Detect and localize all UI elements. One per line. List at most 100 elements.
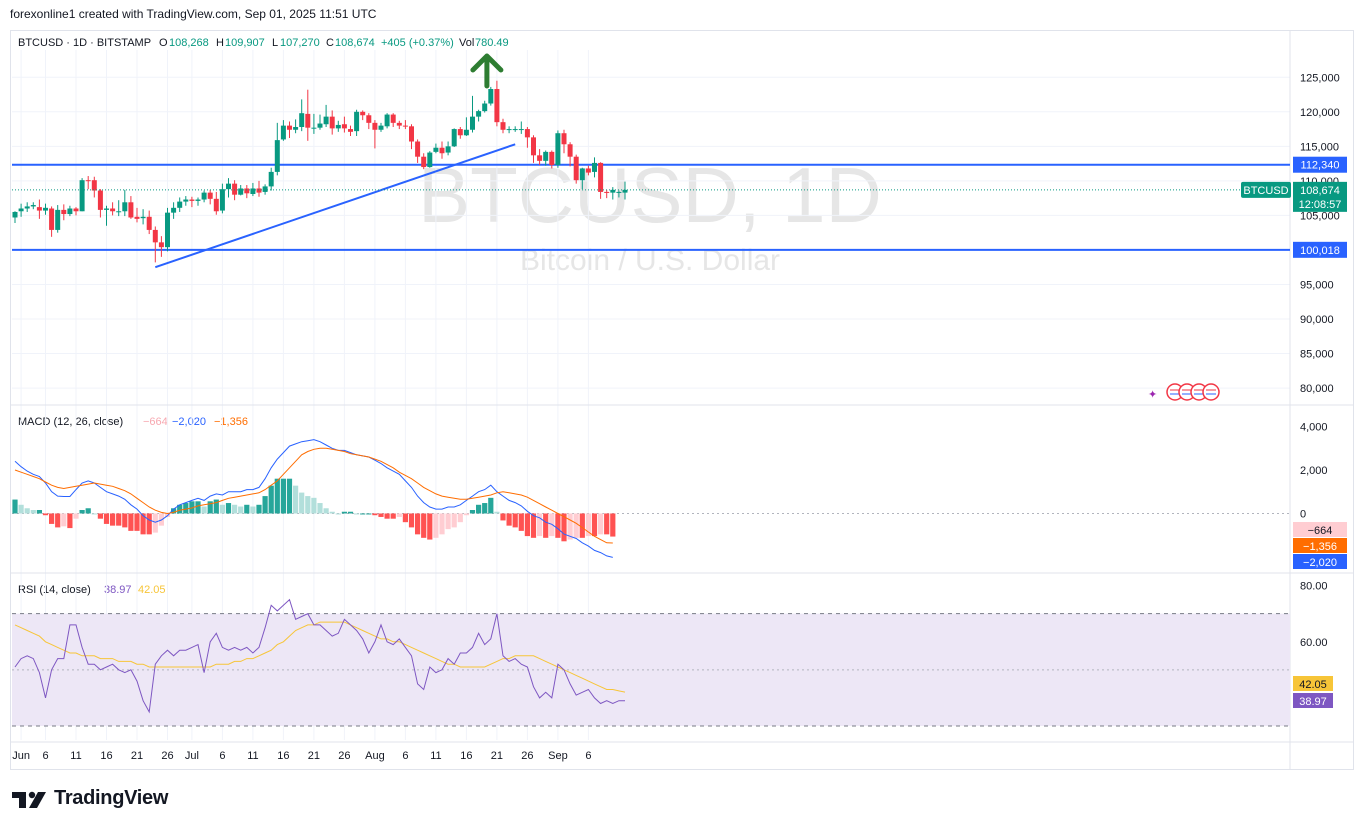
candle-body — [305, 113, 311, 128]
macd-histogram-bar — [30, 510, 36, 514]
time-axis-tick-label: 26 — [338, 750, 350, 762]
macd-histogram-bar — [177, 504, 183, 514]
macd-value-tag-label: −2,020 — [1303, 557, 1337, 569]
time-axis-tick-label: 6 — [219, 750, 225, 762]
time-axis-tick-label: Jun — [12, 750, 30, 762]
legend-open-label: O — [159, 37, 168, 49]
macd-histogram-bar — [110, 513, 116, 526]
candle-body — [616, 191, 622, 193]
level-price-label: 100,018 — [1300, 245, 1340, 257]
macd-histogram-bar — [354, 513, 360, 515]
up-arrow-annotation — [470, 53, 504, 89]
candle-body — [323, 116, 329, 125]
candle-body — [549, 151, 555, 165]
candle-body — [524, 129, 530, 138]
candle-body — [250, 188, 256, 194]
candle-body — [421, 156, 427, 168]
price-axis-tick-label: 90,000 — [1300, 314, 1334, 326]
macd-histogram-bar — [201, 506, 207, 514]
candle-body — [299, 113, 305, 127]
time-axis-tick-label: 6 — [585, 750, 591, 762]
macd-axis-tick-label: 2,000 — [1300, 465, 1328, 477]
macd-histogram-bar — [171, 508, 177, 514]
macd-legend-name: MACD (12, 26, close) — [18, 416, 123, 428]
macd-signal-value-tag — [1293, 538, 1347, 553]
time-axis-tick-label: 26 — [161, 750, 173, 762]
candle-body — [512, 129, 518, 131]
macd-signal-value-tag-label: −1,356 — [1303, 541, 1337, 553]
time-axis-tick-label: Sep — [548, 750, 568, 762]
candle-body — [262, 186, 268, 192]
macd-histogram-bar — [299, 492, 305, 514]
rsi-value-tag — [1293, 693, 1333, 708]
macd-histogram-bar — [268, 485, 274, 514]
macd-axis-tick-label: 0 — [1300, 508, 1306, 520]
macd-histogram-bar — [561, 513, 567, 542]
macd-line — [14, 439, 613, 558]
candle-body — [360, 111, 366, 116]
candle-body — [384, 114, 390, 127]
candle-body — [488, 89, 494, 104]
macd-histogram-bar — [262, 496, 268, 514]
rsi-line — [14, 598, 626, 714]
macd-histogram-bar — [286, 478, 293, 514]
legend-low-label: L — [272, 37, 278, 49]
macd-histogram-bar — [189, 501, 195, 514]
macd-histogram-bar — [543, 513, 549, 538]
macd-histogram-bar — [518, 513, 524, 531]
chart-container[interactable] — [10, 30, 1354, 770]
macd-histogram-bar — [116, 513, 122, 526]
macd-histogram-bar — [573, 513, 579, 538]
candle-body — [171, 207, 177, 213]
macd-histogram-bar — [463, 513, 469, 516]
candle-body — [610, 189, 616, 193]
time-axis-tick-label: 21 — [491, 750, 503, 762]
macd-histogram-bar — [591, 513, 598, 537]
time-axis-tick-label: 16 — [277, 750, 289, 762]
candle-body — [85, 180, 91, 182]
time-axis-tick-label: 11 — [430, 750, 441, 762]
candle-body — [30, 205, 36, 207]
us-flag-event-icon — [1202, 383, 1220, 401]
time-axis-tick-label: 16 — [460, 750, 472, 762]
candle-body — [402, 125, 408, 127]
time-axis-tick-label: 11 — [70, 750, 81, 762]
candle-body — [49, 208, 55, 230]
candle-body — [543, 151, 549, 161]
candle-body — [500, 122, 506, 130]
macd-histogram-bar — [280, 478, 286, 514]
candle-body — [372, 122, 378, 130]
macd-histogram-bar — [134, 513, 140, 531]
macd-histogram-bar — [421, 513, 427, 538]
candle-body — [390, 114, 396, 123]
candle-body — [335, 124, 341, 129]
macd-legend-macd: −2,020 — [172, 416, 206, 428]
macd-histogram-bar — [97, 513, 103, 519]
time-axis-tick-label: 11 — [247, 750, 258, 762]
macd-histogram-bar — [195, 501, 201, 514]
macd-legend: MACD (12, 26, close) −664 −2,020 −1,356 — [18, 416, 248, 428]
time-axis-tick-label: 6 — [402, 750, 408, 762]
candle-body — [451, 129, 457, 147]
candle-body — [97, 190, 103, 210]
candle-body — [311, 127, 317, 129]
candle-body — [226, 183, 231, 190]
macd-histogram-bar — [73, 513, 79, 519]
candle-body — [91, 180, 97, 191]
candle-body — [293, 127, 299, 130]
macd-histogram-bar — [567, 513, 573, 540]
tradingview-logo[interactable]: TradingView — [12, 787, 168, 810]
candle-body — [463, 129, 469, 136]
candle-body — [579, 168, 585, 181]
candle-body — [104, 208, 109, 210]
candle-body — [67, 208, 73, 215]
candle-body — [140, 216, 146, 219]
macd-histogram-bar — [469, 510, 476, 514]
candle-body — [24, 206, 30, 209]
macd-histogram-bar — [18, 504, 24, 514]
macd-histogram-bar — [152, 513, 158, 533]
candle-body — [329, 116, 335, 129]
candle-body — [61, 209, 67, 215]
macd-histogram-bar — [85, 508, 91, 514]
